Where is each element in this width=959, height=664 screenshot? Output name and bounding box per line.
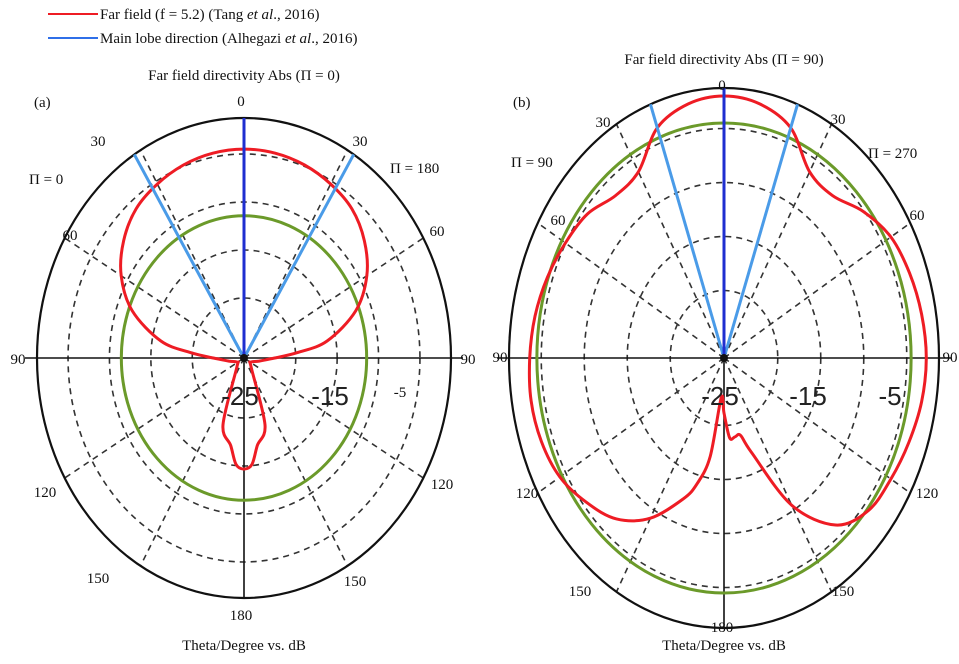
chart-title: Far field directivity Abs (Π = 0): [148, 68, 340, 84]
grid-spoke-210: [615, 357, 725, 593]
angle-label-8: 120: [431, 477, 454, 493]
angle-label-7: 120: [34, 485, 57, 501]
radial-label-1: -15: [789, 381, 827, 411]
angle-label-2: 30: [353, 134, 368, 150]
grid-spoke-120: [243, 357, 424, 479]
angle-label-0: 0: [718, 78, 726, 94]
chart-title: Far field directivity Abs (Π = 90): [624, 52, 823, 68]
angle-label-6: 90: [461, 352, 476, 368]
angle-label-8: 120: [916, 486, 939, 502]
angle-label-4: 60: [910, 208, 925, 224]
grid-spoke-60: [243, 237, 424, 359]
radial-label-1: -15: [311, 381, 349, 411]
angle-label-11: 180: [711, 620, 734, 636]
angle-label-0: 0: [237, 94, 245, 110]
angle-label-7: 120: [516, 486, 539, 502]
grid-spoke-240: [537, 357, 725, 494]
angle-label-1: 30: [91, 134, 106, 150]
grid-spoke-210: [139, 357, 245, 567]
grid-spoke-300: [64, 237, 245, 359]
angle-label-11: 180: [230, 608, 253, 624]
radial-label-2: -5: [878, 381, 901, 411]
angle-label-10: 150: [344, 574, 367, 590]
polar-chart-b: Far field directivity Abs (Π = 90) (b) 0 30…: [493, 52, 958, 654]
angle-label-3: 60: [551, 213, 566, 229]
angle-label-2: 30: [831, 112, 846, 128]
side-label-0: Π = 0: [29, 172, 63, 188]
grid-spoke-150: [243, 357, 349, 567]
grid-spoke-150: [723, 357, 833, 593]
grid-spoke-330: [615, 123, 725, 359]
main-lobe-line-0: [132, 153, 246, 359]
side-label-1: Π = 180: [390, 161, 439, 177]
angle-label-3: 60: [63, 228, 78, 244]
main-lobe-line-0: [649, 103, 726, 359]
legend: Far field (f = 5.2) (Tang et al., 2016) …: [48, 7, 357, 47]
side-label-1: Π = 270: [868, 146, 917, 162]
polar-chart-a: Far field directivity Abs (Π = 0) (a) 0 30 3…: [11, 68, 476, 654]
angle-label-1: 30: [596, 115, 611, 131]
grid-spoke-120: [723, 357, 911, 494]
x-axis-label: Theta/Degree vs. dB: [182, 638, 306, 654]
angle-label-6: 90: [943, 350, 958, 366]
angle-label-10: 150: [832, 584, 855, 600]
angle-label-5: 90: [493, 350, 508, 366]
x-axis-label: Theta/Degree vs. dB: [662, 638, 786, 654]
legend-label-main-lobe: Main lobe direction (Alhegazi et al., 20…: [100, 31, 357, 47]
far-field-curve: [527, 94, 928, 527]
main-lobe-line-1: [242, 153, 356, 359]
legend-label-far-field: Far field (f = 5.2) (Tang et al., 2016): [100, 7, 319, 23]
side-label-0: Π = 90: [511, 155, 553, 171]
angle-label-9: 150: [87, 571, 110, 587]
grid-spoke-300: [537, 222, 725, 359]
origin-dot: [720, 354, 728, 362]
panel-label: (b): [513, 95, 531, 111]
radial-label-2: -5: [394, 385, 407, 401]
grid-spoke-240: [64, 357, 245, 479]
angle-label-5: 90: [11, 352, 26, 368]
radial-label-0: -25: [701, 381, 739, 411]
main-lobe-line-1: [722, 103, 799, 359]
grid-spoke-60: [723, 222, 911, 359]
angle-label-9: 150: [569, 584, 592, 600]
panel-label: (a): [34, 95, 51, 111]
radial-label-0: -25: [221, 381, 259, 411]
grid-spoke-30: [723, 123, 833, 359]
angle-label-4: 60: [430, 224, 445, 240]
far-field-curve: [119, 147, 369, 471]
origin-dot: [240, 354, 248, 362]
